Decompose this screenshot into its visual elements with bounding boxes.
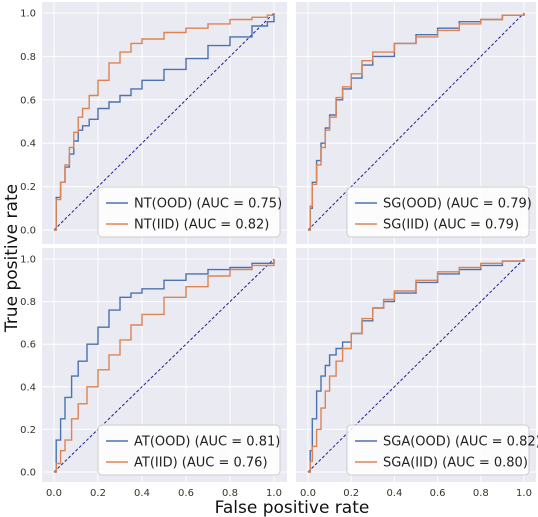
roc-panel-2: SG(OOD) (AUC = 0.79) SG(IID) (AUC = 0.79) [296,2,536,244]
x-tick-label: 0.2 [343,488,359,499]
x-tick-label: 0.8 [473,488,489,499]
chance-diagonal [53,12,275,231]
legend: AT(OOD) (AUC = 0.81) AT(IID) (AUC = 0.76) [97,424,281,476]
roc-curve-iid [54,259,275,473]
x-tick-label: 0.6 [178,488,194,499]
legend-entry: AT(OOD) (AUC = 0.81) [134,435,280,450]
chance-diagonal [53,258,275,473]
y-tick-label: 0.4 [20,382,36,393]
x-tick-label: 0.8 [222,488,238,499]
legend-box [346,186,530,238]
roc-panel-3: 0.0 0.0 0.2 0.2 0.4 0.4 0.6 0.6 0.8 0.8 1.0 1.0 AT(O… [20,248,287,499]
y-tick-label: 0.2 [20,182,36,193]
legend-entry: SGA(IID) (AUC = 0.80) [383,456,528,471]
legend: NT(OOD) (AUC = 0.75) NT(IID) (AUC = 0.82) [97,186,282,238]
legend-entry: NT(IID) (AUC = 0.82) [134,218,269,233]
legend-box [346,424,530,476]
x-tick-label: 0.4 [386,488,402,499]
roc-curve-ood [54,13,275,231]
x-tick-label: 1.0 [266,488,282,499]
y-tick-label: 0.0 [20,226,36,237]
y-tick-label: 0.6 [20,340,36,351]
y-tick-label: 0.4 [20,139,36,150]
x-tick-label: 0.2 [90,488,106,499]
y-tick-label: 0.6 [20,95,36,106]
legend: SG(OOD) (AUC = 0.79) SG(IID) (AUC = 0.79) [346,186,532,238]
y-tick-label: 0.2 [20,425,36,436]
legend-box [97,424,281,476]
x-tick-label: 0.4 [134,488,150,499]
legend-entry: NT(OOD) (AUC = 0.75) [134,197,282,212]
legend-entry: SG(IID) (AUC = 0.79) [383,218,519,233]
roc-panels: 0.00.20.40.60.81.0NT(OOD) (AUC = 0.75)NT… [20,2,538,499]
roc-curve-iid [54,13,275,231]
y-tick-label: 0.8 [20,52,36,63]
x-tick-label: 0.0 [46,488,62,499]
roc-panel-1: 0.00.20.40.60.81.0NT(OOD) (AUC = 0.75)NT… [20,2,287,244]
y-tick-label: 0.0 [20,468,36,479]
roc-curve-iid [308,259,525,473]
chance-diagonal [307,258,525,473]
chance-diagonal [307,12,525,231]
roc-curve-iid [308,13,525,231]
legend-box [97,186,281,238]
y-axis-title: True positive rate [2,184,22,333]
x-axis-title: False positive rate [215,498,370,517]
y-tick-label: 0.8 [20,297,36,308]
x-tick-label: 0.6 [430,488,446,499]
legend-entry: SG(OOD) (AUC = 0.79) [383,197,532,212]
legend: SGA(OOD) (AUC = 0.82) SGA(IID) (AUC = 0.8… [346,424,538,476]
x-tick-label: 1.0 [516,488,532,499]
y-tick-label: 1.0 [20,9,36,20]
roc-curve-ood [54,259,275,473]
x-tick-label: 0.0 [300,488,316,499]
legend-entry: AT(IID) (AUC = 0.76) [134,456,268,471]
legend-entry: SGA(OOD) (AUC = 0.82) [383,435,538,450]
y-tick-label: 1.0 [20,255,36,266]
